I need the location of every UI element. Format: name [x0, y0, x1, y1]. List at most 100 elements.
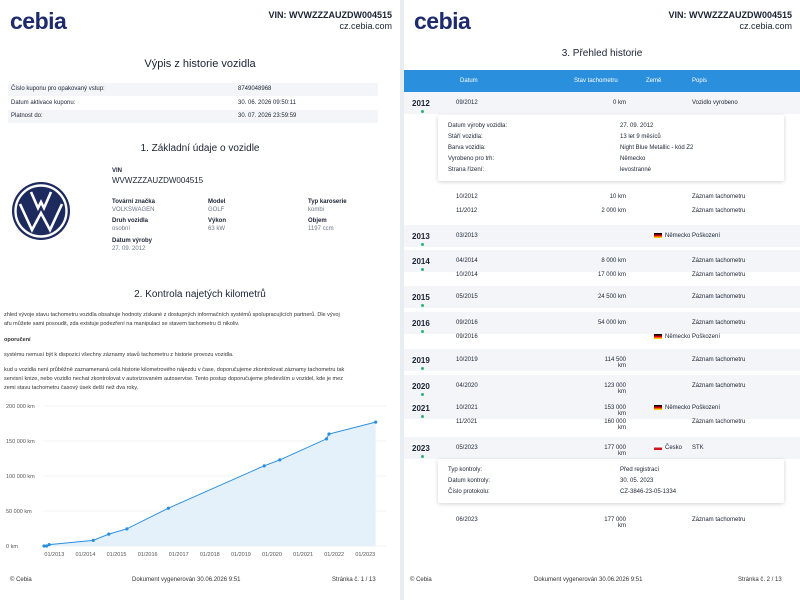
- detail-value: 27. 09. 2012: [620, 123, 654, 129]
- vw-logo-icon: [12, 182, 70, 240]
- history-year: 2013: [412, 232, 430, 241]
- x-tick-label: 01/2022: [324, 552, 344, 558]
- timeline-dot-icon: [421, 304, 424, 307]
- history-date: 10/2014: [456, 272, 478, 278]
- footer-copyright: © Cebia: [410, 577, 432, 583]
- history-year: 2015: [412, 293, 430, 302]
- x-tick-label: 01/2018: [200, 552, 220, 558]
- history-description: Záznam tachometru: [692, 258, 746, 264]
- data-point: [262, 464, 266, 468]
- history-odometer: 160 000 km: [604, 419, 626, 431]
- detail-value: Německo: [620, 156, 646, 162]
- history-description: Poškození: [692, 233, 721, 239]
- history-year: 2012: [412, 99, 430, 108]
- footer-page-number: Stránka č. 2 / 13: [738, 577, 782, 583]
- section-title-basic: 1. Základní údaje o vozidle: [140, 143, 260, 154]
- data-point: [91, 538, 95, 542]
- history-country: Česko: [654, 445, 682, 451]
- history-description: Poškození: [692, 334, 721, 340]
- made-label: Datum výroby: [112, 238, 153, 244]
- history-odometer: 2 000 km: [601, 208, 626, 214]
- history-description: STK: [692, 445, 704, 451]
- col-country: Země: [646, 78, 662, 84]
- history-country: Německo: [654, 405, 690, 411]
- footer-generated: Dokument vygenerován 30.06.2026 9:51: [534, 577, 643, 583]
- x-tick-label: 01/2020: [262, 552, 282, 558]
- x-tick-label: 01/2021: [293, 552, 313, 558]
- history-row: 2012 09/2012 0 km Vozidlo vyrobeno: [404, 92, 800, 114]
- info-text: zhled vývoje stavu tachometru vozidla ob…: [4, 312, 340, 318]
- body-label: Typ karoserie: [308, 199, 347, 205]
- timeline-dot-icon: [421, 455, 424, 458]
- history-row: 2021 10/2021 153 000 km Německo Poškození: [404, 397, 800, 419]
- history-year: 2023: [412, 444, 430, 453]
- history-row: 10/2014 17 000 km Záznam tachometru: [404, 264, 800, 286]
- type-value: osobní: [112, 226, 131, 232]
- history-year: 2021: [412, 404, 430, 413]
- history-description: Záznam tachometru: [692, 419, 746, 425]
- detail-value: Před registrací: [620, 467, 660, 473]
- data-point: [44, 544, 49, 548]
- history-row: 2015 05/2015 24 500 km Záznam tachometru: [404, 286, 800, 308]
- history-row: 2016 09/2016 54 000 km Záznam tachometru: [404, 312, 800, 334]
- history-description: Poškození: [692, 405, 721, 411]
- x-tick-label: 01/2017: [169, 552, 189, 558]
- detail-value: levostranné: [620, 167, 652, 173]
- vin-header-line: VIN: WVWZZZAUZDW004515: [668, 10, 792, 20]
- coupon-value: 30. 06. 2026 09:50:11: [238, 100, 296, 106]
- history-odometer: 153 000 km: [604, 405, 626, 417]
- history-date: 05/2023: [456, 445, 478, 451]
- site-link[interactable]: cz.cebia.com: [739, 21, 792, 31]
- data-point: [324, 437, 329, 441]
- history-description: Vozidlo vyrobeno: [692, 100, 738, 106]
- mileage-chart: 0 km 50 000 km 100 000 km 150 000 km 200 000…: [6, 404, 386, 558]
- page-title: Výpis z historie vozidla: [144, 58, 256, 70]
- coupon-label: Datum aktivace kuponu:: [11, 100, 76, 106]
- body-value: kombi: [308, 207, 325, 213]
- y-tick-label: 0 km: [6, 544, 18, 550]
- footer-page-number: Stránka č. 1 / 13: [332, 577, 376, 583]
- cebia-logo: cebia: [414, 8, 471, 34]
- info-text: systému nemusí být k dispozici všechny z…: [4, 352, 234, 358]
- data-point: [166, 506, 170, 510]
- detail-value: CZ-3846-23-05-1334: [620, 489, 677, 495]
- data-point: [125, 527, 129, 531]
- history-table-header: Datum Stav tachometru Země Popis: [404, 70, 800, 92]
- col-description: Popis: [692, 78, 708, 84]
- type-label: Druh vozidla: [112, 218, 149, 224]
- info-text: afu můžete sami posoudit, zda existuje p…: [4, 321, 240, 327]
- col-odometer: Stav tachometru: [574, 78, 618, 84]
- history-row: 2013 03/2013 Německo Poškození: [404, 225, 800, 247]
- x-tick-label: 01/2019: [231, 552, 251, 558]
- detail-value: 13 let 9 měsíců: [620, 134, 661, 140]
- history-odometer: 8 000 km: [601, 258, 626, 264]
- history-odometer: 114 500 km: [604, 357, 626, 369]
- history-row: 10/2012 10 km Záznam tachometru: [404, 186, 800, 208]
- model-label: Model: [208, 199, 226, 205]
- site-link[interactable]: cz.cebia.com: [339, 21, 392, 31]
- history-row: 2019 10/2019 114 500 km Záznam tachometru: [404, 349, 800, 371]
- detail-value: Night Blue Metallic - kód Z2: [620, 145, 694, 151]
- history-description: Záznam tachometru: [692, 357, 746, 363]
- history-row: 11/2021 160 000 km Záznam tachometru: [404, 411, 800, 433]
- history-year: 2020: [412, 382, 430, 391]
- vin-header: VIN: WVWZZZAUZDW004515 cz.cebia.com: [668, 10, 792, 32]
- report-page-1: cebia VIN: WVWZZZAUZDW004515 cz.cebia.co…: [4, 8, 392, 583]
- cebia-logo: cebia: [10, 8, 67, 34]
- timeline-dot-icon: [421, 110, 424, 113]
- volume-label: Objem: [308, 218, 327, 224]
- data-point: [42, 544, 46, 548]
- coupon-value: 30. 07. 2026 23:59:59: [238, 113, 297, 119]
- coupon-row: Platnost do: 30. 07. 2026 23:59:59: [8, 110, 378, 123]
- timeline-dot-icon: [421, 243, 424, 246]
- flag-icon: [654, 445, 662, 450]
- history-description: Záznam tachometru: [692, 272, 746, 278]
- detail-label: Barva vozidla:: [448, 145, 486, 151]
- history-date: 04/2020: [456, 383, 478, 389]
- data-point: [374, 420, 378, 424]
- history-country: Německo: [654, 233, 690, 239]
- flag-icon: [654, 334, 662, 339]
- detail-label: Strana řízení:: [448, 167, 485, 173]
- x-tick-label: 01/2015: [107, 552, 127, 558]
- history-odometer: 123 000 km: [604, 383, 626, 395]
